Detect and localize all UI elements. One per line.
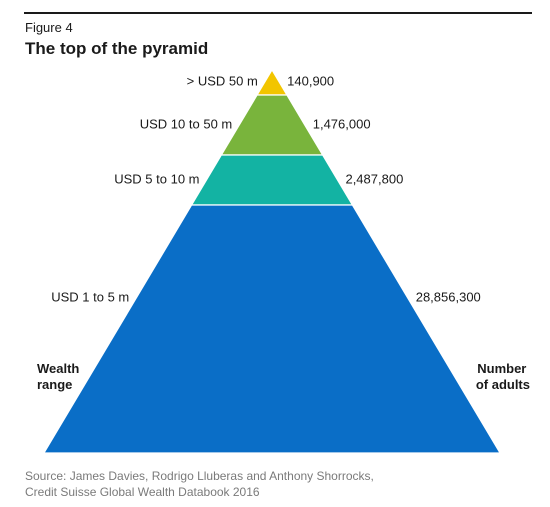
wealth-range-axis-label: Wealth range	[37, 361, 83, 392]
wealth-range-label: USD 10 to 50 m	[140, 116, 233, 131]
number-of-adults-value: 140,900	[287, 73, 334, 88]
tier-10-to-50m	[220, 94, 324, 156]
source-note: Source: James Davies, Rodrigo Lluberas a…	[25, 468, 374, 500]
number-of-adults-value: 1,476,000	[313, 116, 371, 131]
number-of-adults-axis-label: Number of adults	[476, 361, 530, 392]
wealth-range-label: USD 5 to 10 m	[114, 171, 199, 186]
tier-1-to-5m	[42, 204, 502, 454]
tier-over-50m	[256, 68, 288, 96]
source-line-2: Credit Suisse Global Wealth Databook 201…	[25, 485, 260, 499]
tier-5-to-10m	[190, 154, 354, 206]
top-rule	[24, 12, 532, 14]
chart-title: The top of the pyramid	[25, 39, 209, 58]
wealth-range-label: USD 1 to 5 m	[51, 289, 129, 304]
number-of-adults-value: 2,487,800	[345, 171, 403, 186]
wealth-range-label: > USD 50 m	[187, 73, 258, 88]
figure-label: Figure 4	[25, 20, 73, 35]
source-line-1: Source: James Davies, Rodrigo Lluberas a…	[25, 469, 374, 483]
number-of-adults-value: 28,856,300	[416, 289, 481, 304]
